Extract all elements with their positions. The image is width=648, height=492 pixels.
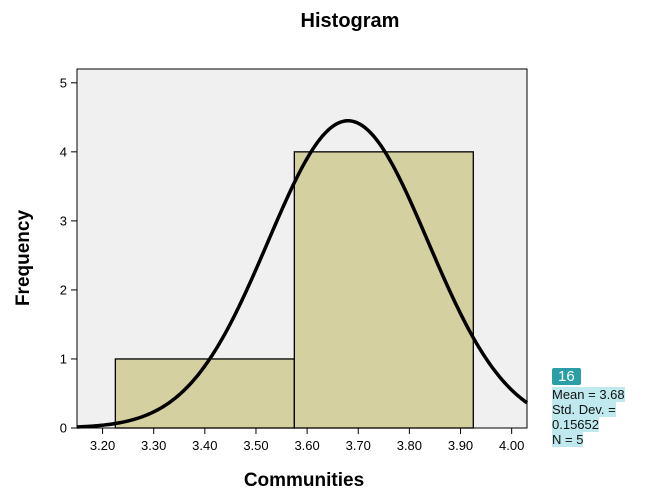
x-tick-label: 4.00 xyxy=(499,438,524,453)
annotation-badge: 16 xyxy=(552,368,581,385)
chart-title: Histogram xyxy=(300,10,400,32)
histogram-bar xyxy=(293,151,474,429)
stat-std-dev-value: 0.15652 xyxy=(552,417,599,432)
x-axis-label: Communities xyxy=(243,470,365,491)
y-axis-label: Frequency xyxy=(13,209,34,307)
stat-std-dev-label: Std. Dev. = xyxy=(552,402,616,417)
x-tick-label: 3.90 xyxy=(448,438,473,453)
stats-box: 16 Mean = 3.68 Std. Dev. = 0.15652 N = 5 xyxy=(552,368,648,447)
x-tick-label: 3.20 xyxy=(90,438,115,453)
y-tick-label: 4 xyxy=(60,144,67,159)
y-tick-label: 3 xyxy=(60,213,67,228)
x-tick-label: 3.40 xyxy=(192,438,217,453)
y-tick-label: 0 xyxy=(60,421,67,436)
x-tick-label: 3.70 xyxy=(346,438,371,453)
y-tick-label: 1 xyxy=(60,351,67,366)
y-tick-label: 5 xyxy=(60,75,67,90)
normal-curve xyxy=(76,119,529,429)
stat-n: N = 5 xyxy=(552,432,584,447)
x-tick-label: 3.30 xyxy=(141,438,166,453)
x-tick-label: 3.60 xyxy=(294,438,319,453)
x-tick-label: 3.80 xyxy=(397,438,422,453)
y-tick-label: 2 xyxy=(60,282,67,297)
x-tick-label: 3.50 xyxy=(243,438,268,453)
stat-mean: Mean = 3.68 xyxy=(552,387,625,402)
